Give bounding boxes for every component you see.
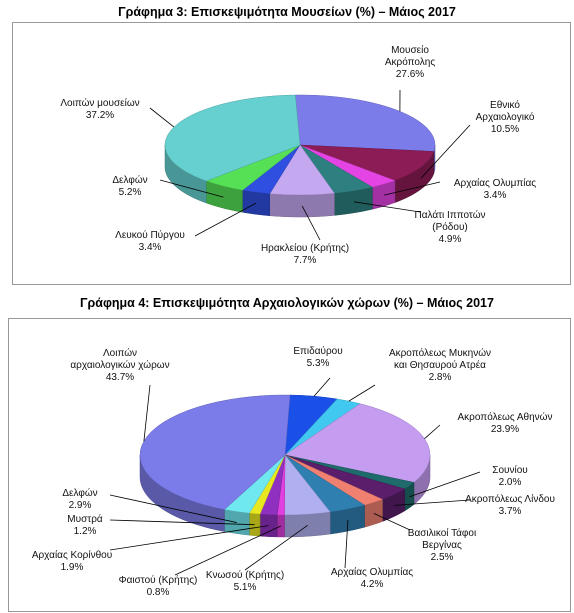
category-label: Δελφών <box>112 175 148 186</box>
pie-group <box>164 94 436 218</box>
leader-line <box>143 384 151 442</box>
slice-label: Λευκού Πύργου 3.4% <box>115 230 185 254</box>
slice-side <box>276 514 285 538</box>
value-label: 2.0% <box>498 477 522 488</box>
slice-side <box>269 193 335 218</box>
category-label: Σουνίου <box>492 465 528 476</box>
slice-label: Μυστρά 1.2% <box>67 514 102 538</box>
slice-label: Φαιστού (Κρήτης) 0.8% <box>119 575 198 599</box>
category-label: Επιδαύρου <box>293 346 343 357</box>
slice-side <box>284 511 331 538</box>
slice-label: Κνωσού (Κρήτης) 5.1% <box>206 570 284 594</box>
leader-line <box>344 520 349 569</box>
value-label: 5.3% <box>306 358 330 369</box>
leader-line <box>244 524 308 571</box>
slice-label: Αρχαίας Ολυμπίας 4.2% <box>331 567 413 591</box>
chart-title: Γράφημα 3: Επισκεψιμότητα Μουσείων (%) –… <box>118 5 456 19</box>
category-label: Βασιλικοί Τάφοι Βεργίνας <box>407 528 477 551</box>
leader-line <box>194 202 257 237</box>
leader-line <box>373 513 411 531</box>
category-label: Αρχαίας Κορίνθου <box>31 550 113 561</box>
category-label: Αρχαίας Ολυμπίας <box>453 178 537 189</box>
category-label: Μουσείο Ακρόπολης <box>384 45 436 68</box>
category-label: Μυστρά <box>67 514 103 525</box>
slice-label: Λοιπών μουσείων 37.2% <box>60 98 139 122</box>
value-label: 3.4% <box>138 242 162 253</box>
value-label: 0.8% <box>146 587 170 598</box>
slice-label: Ακροπόλεως Μυκηνών και Θησαυρού Ατρέα 2.8… <box>389 348 491 384</box>
value-label: 3.4% <box>483 190 507 201</box>
leader-line <box>313 377 331 397</box>
slice-label: Ηρακλείου (Κρήτης) 7.7% <box>261 243 349 267</box>
leader-line <box>384 181 441 196</box>
value-label: 37.2% <box>85 110 115 121</box>
leader-line <box>301 205 321 241</box>
category-label: Παλάτι Ιπποτών (Ρόδου) <box>414 210 486 233</box>
leader-line <box>159 179 224 198</box>
category-label: Αρχαίας Ολυμπίας <box>330 567 414 578</box>
slice-label: Δελφών 2.9% <box>62 488 97 512</box>
category-label: Ηρακλείου (Κρήτης) <box>260 243 350 254</box>
value-label: 3.7% <box>498 506 522 517</box>
value-label: 7.7% <box>293 255 317 266</box>
leader-line <box>149 107 175 128</box>
leader-line <box>420 124 471 179</box>
value-label: 27.6% <box>395 69 425 80</box>
slice <box>139 394 291 510</box>
category-label: Εθνικό Αρχαιολογικό <box>475 100 535 123</box>
slice <box>299 144 435 181</box>
leader-line <box>424 424 441 439</box>
value-label: 43.7% <box>105 372 135 383</box>
slice-side <box>242 189 270 217</box>
slice-label: Παλάτι Ιπποτών (Ρόδου) 4.9% <box>414 210 485 246</box>
category-label: Ακροπόλεως Αθηνών <box>457 412 553 423</box>
value-label: 2.9% <box>68 500 92 511</box>
category-label: Δελφών <box>62 488 98 499</box>
leader-line <box>354 201 421 213</box>
slice-label: Σουνίου 2.0% <box>492 465 527 489</box>
category-label: Κνωσού (Κρήτης) <box>205 570 285 581</box>
category-label: Λευκού Πύργου <box>115 230 185 241</box>
value-label: 5.1% <box>233 582 257 593</box>
slice-label: Λοιπών αρχαιολογικών χώρων 43.7% <box>70 348 169 384</box>
leader-line <box>109 519 255 526</box>
slice-label: Βασιλικοί Τάφοι Βεργίνας 2.5% <box>408 528 476 564</box>
category-label: Φαιστού (Κρήτης) <box>118 575 198 586</box>
slice-label: Μουσείο Ακρόπολης 27.6% <box>385 45 435 81</box>
leader-line <box>394 499 471 506</box>
category-label: Ακροπόλεως Λίνδου <box>465 494 555 505</box>
slice-label: Αρχαίας Κορίνθου 1.9% <box>32 550 112 574</box>
value-label: 1.2% <box>73 526 97 537</box>
slice <box>164 94 301 182</box>
leader-line <box>174 525 282 576</box>
value-label: 23.9% <box>490 424 520 435</box>
pie-group <box>139 394 431 538</box>
slice-label: Ακροπόλεως Λίνδου 3.7% <box>465 494 555 518</box>
slice-side <box>259 513 278 538</box>
slice-label: Εθνικό Αρχαιολογικό 10.5% <box>476 100 535 136</box>
category-label: Λοιπών μουσείων <box>60 98 140 109</box>
slice-label: Επιδαύρου 5.3% <box>293 346 342 370</box>
slice <box>295 94 436 152</box>
category-label: Ακροπόλεως Μυκηνών και Θησαυρού Ατρέα <box>388 348 492 371</box>
value-label: 2.5% <box>430 552 454 563</box>
slice-side <box>224 509 250 536</box>
value-label: 1.9% <box>60 562 84 573</box>
leader-line <box>109 494 237 523</box>
value-label: 5.2% <box>118 187 142 198</box>
slice-label: Αρχαίας Ολυμπίας 3.4% <box>454 178 536 202</box>
value-label: 2.8% <box>428 372 452 383</box>
leader-line <box>348 384 376 402</box>
value-label: 10.5% <box>490 124 520 135</box>
slice-label: Δελφών 5.2% <box>112 175 147 199</box>
chart-title: Γράφημα 4: Επισκεψιμότητα Αρχαιολογικών … <box>80 296 494 310</box>
value-label: 4.9% <box>438 234 462 245</box>
value-label: 4.2% <box>360 579 384 590</box>
leader-line <box>109 525 269 551</box>
leader-line <box>409 471 481 498</box>
slice-label: Ακροπόλεως Αθηνών 23.9% <box>458 412 553 436</box>
category-label: Λοιπών αρχαιολογικών χώρων <box>70 348 170 371</box>
